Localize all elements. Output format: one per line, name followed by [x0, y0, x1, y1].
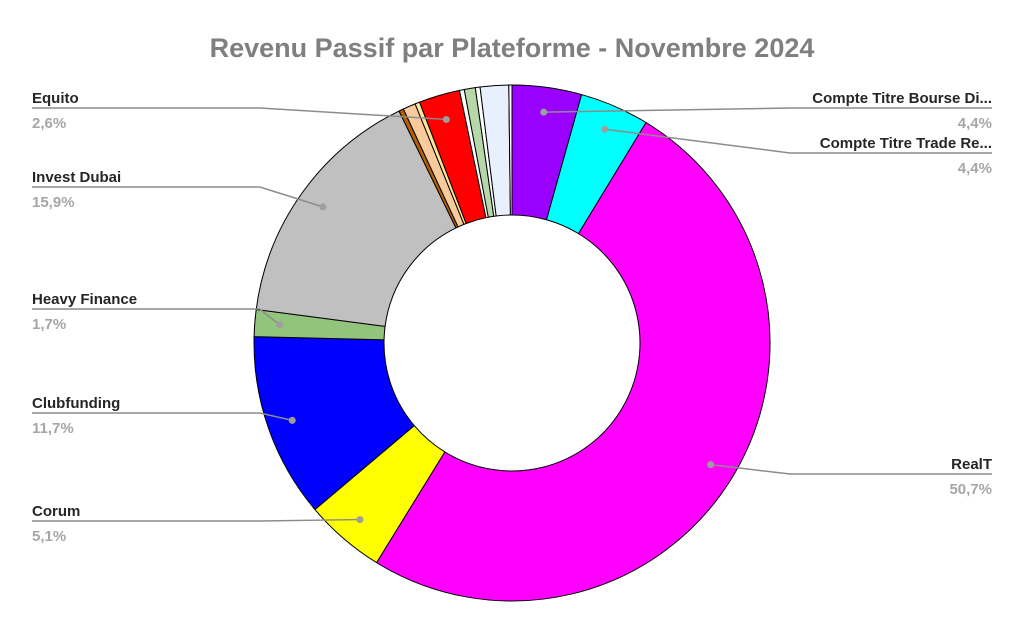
leader-line-compte-titre-trade-re [604, 128, 992, 154]
donut-slices [253, 84, 771, 602]
leader-line-invest-dubai [32, 186, 324, 208]
leader-dot-compte-titre-trade-re [601, 125, 609, 133]
slice-unlabeled-15 [508, 84, 513, 216]
leader-line-corum [32, 518, 360, 522]
label-name-equito: Equito [32, 90, 79, 107]
label-name-compte-titre-bourse-di: Compte Titre Bourse Di... [812, 90, 992, 107]
leader-dot-clubfunding [288, 416, 296, 424]
leader-line-equito [32, 107, 447, 121]
chart-title: Revenu Passif par Plateforme - Novembre … [210, 33, 815, 63]
label-name-realt: RealT [951, 456, 992, 473]
label-name-heavy-finance: Heavy Finance [32, 291, 137, 308]
leader-dot-equito [442, 115, 450, 123]
label-name-clubfunding: Clubfunding [32, 395, 120, 412]
label-name-corum: Corum [32, 503, 80, 520]
label-pct-clubfunding: 11,7% [32, 420, 74, 437]
leader-line-compte-titre-bourse-di [543, 107, 992, 113]
slice-clubfunding [253, 336, 415, 511]
label-pct-corum: 5,1% [32, 528, 66, 545]
slice-labels: Equito 2,6% Invest Dubai 15,9% Heavy Finance… [32, 90, 992, 545]
label-pct-invest-dubai: 15,9% [32, 194, 75, 211]
label-pct-realt: 50,7% [949, 481, 992, 498]
label-name-invest-dubai: Invest Dubai [32, 169, 121, 186]
label-pct-compte-titre-bourse-di: 4,4% [958, 115, 992, 132]
leader-dot-compte-titre-bourse-di [540, 108, 548, 116]
label-pct-heavy-finance: 1,7% [32, 316, 66, 333]
label-pct-compte-titre-trade-re: 4,4% [958, 160, 992, 177]
leader-dot-realt [707, 461, 715, 469]
slice-realt [375, 121, 771, 602]
leader-line-heavy-finance [32, 308, 281, 326]
leader-dot-invest-dubai [319, 203, 327, 211]
label-name-compte-titre-trade-re: Compte Titre Trade Re... [820, 135, 992, 152]
leader-dot-heavy-finance [276, 321, 284, 329]
label-pct-equito: 2,6% [32, 115, 66, 132]
slice-invest-dubai [255, 110, 457, 327]
leader-line-realt [710, 463, 992, 475]
leader-dot-corum [356, 516, 364, 524]
leader-line-clubfunding [32, 412, 293, 422]
